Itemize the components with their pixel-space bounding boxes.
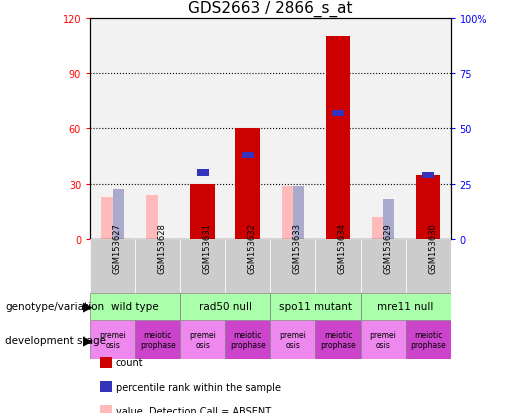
Text: percentile rank within the sample: percentile rank within the sample bbox=[116, 382, 281, 392]
Text: GSM153634: GSM153634 bbox=[338, 222, 347, 273]
Bar bbox=[90, 293, 180, 320]
Bar bbox=[90, 320, 135, 359]
Title: GDS2663 / 2866_s_at: GDS2663 / 2866_s_at bbox=[188, 1, 353, 17]
Bar bbox=[360, 240, 406, 293]
Text: meiotic
prophase: meiotic prophase bbox=[410, 330, 446, 349]
Bar bbox=[191, 184, 215, 240]
Bar bbox=[135, 240, 180, 293]
Text: meiotic
prophase: meiotic prophase bbox=[140, 330, 176, 349]
Text: GSM153628: GSM153628 bbox=[158, 222, 167, 273]
Text: GSM153631: GSM153631 bbox=[203, 222, 212, 273]
Bar bbox=[315, 320, 360, 359]
Bar bbox=[332, 110, 344, 117]
Bar bbox=[180, 293, 270, 320]
Text: premei
osis: premei osis bbox=[99, 330, 126, 349]
Bar bbox=[360, 19, 406, 240]
Bar bbox=[203, 184, 214, 240]
Bar bbox=[325, 37, 350, 240]
Text: meiotic
prophase: meiotic prophase bbox=[320, 330, 356, 349]
Bar bbox=[197, 170, 209, 176]
Bar bbox=[416, 175, 440, 240]
Text: premei
osis: premei osis bbox=[370, 330, 397, 349]
Bar bbox=[406, 320, 451, 359]
Text: spo11 mutant: spo11 mutant bbox=[279, 301, 352, 312]
Bar bbox=[226, 320, 270, 359]
Bar bbox=[235, 129, 260, 240]
Text: development stage: development stage bbox=[5, 335, 106, 345]
Text: rad50 null: rad50 null bbox=[199, 301, 252, 312]
Text: premei
osis: premei osis bbox=[190, 330, 216, 349]
Text: ▶: ▶ bbox=[83, 300, 93, 313]
Text: mre11 null: mre11 null bbox=[377, 301, 434, 312]
Bar bbox=[226, 19, 270, 240]
Bar bbox=[315, 240, 360, 293]
Bar bbox=[135, 320, 180, 359]
Text: ▶: ▶ bbox=[83, 333, 93, 346]
Bar bbox=[90, 19, 135, 240]
Text: wild type: wild type bbox=[111, 301, 159, 312]
Text: GSM153627: GSM153627 bbox=[113, 222, 122, 273]
Bar bbox=[372, 217, 383, 240]
Text: meiotic
prophase: meiotic prophase bbox=[230, 330, 266, 349]
Bar bbox=[270, 293, 360, 320]
Bar bbox=[383, 199, 394, 240]
Text: GSM153629: GSM153629 bbox=[383, 222, 392, 273]
Bar bbox=[180, 240, 226, 293]
Bar bbox=[242, 152, 254, 159]
Bar bbox=[270, 19, 315, 240]
Text: genotype/variation: genotype/variation bbox=[5, 301, 104, 312]
Bar bbox=[406, 240, 451, 293]
Bar bbox=[282, 186, 293, 240]
Text: GSM153632: GSM153632 bbox=[248, 222, 257, 273]
Bar bbox=[146, 195, 158, 240]
Text: count: count bbox=[116, 358, 144, 368]
Bar bbox=[360, 293, 451, 320]
Text: GSM153630: GSM153630 bbox=[428, 222, 437, 273]
Text: premei
osis: premei osis bbox=[280, 330, 306, 349]
Bar bbox=[101, 197, 113, 240]
Bar bbox=[226, 240, 270, 293]
Text: value, Detection Call = ABSENT: value, Detection Call = ABSENT bbox=[116, 406, 271, 413]
Bar bbox=[406, 19, 451, 240]
Bar bbox=[113, 190, 124, 240]
Bar bbox=[293, 186, 304, 240]
Bar bbox=[135, 19, 180, 240]
Bar bbox=[315, 19, 360, 240]
Bar bbox=[422, 172, 434, 179]
Bar bbox=[270, 240, 315, 293]
Bar bbox=[90, 240, 135, 293]
Bar bbox=[180, 320, 226, 359]
Bar bbox=[180, 19, 226, 240]
Bar bbox=[270, 320, 315, 359]
Bar bbox=[360, 320, 406, 359]
Text: GSM153633: GSM153633 bbox=[293, 222, 302, 273]
